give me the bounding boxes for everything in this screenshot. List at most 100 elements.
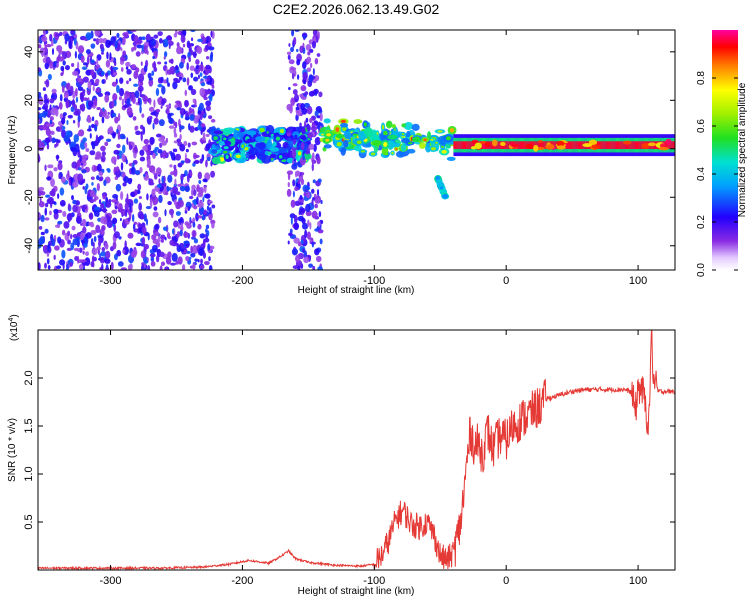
heatmap-cell: [89, 198, 95, 204]
snr-series: [38, 330, 675, 570]
heatmap-cell: [102, 194, 106, 200]
heatmap-cell: [158, 251, 165, 258]
heatmap-cell: [455, 141, 458, 150]
heatmap-cell: [61, 249, 66, 259]
heatmap-cell: [459, 141, 462, 150]
heatmap-cell: [59, 199, 66, 207]
heatmap-cell: [157, 61, 162, 65]
heatmap-cell: [57, 236, 62, 244]
heatmap-cell: [184, 99, 189, 108]
heatmap-cell: [371, 139, 382, 147]
heatmap-cell: [157, 77, 163, 84]
heatmap-cell: [588, 139, 598, 146]
heatmap-cell: [134, 189, 138, 196]
heatmap-cell: [137, 97, 141, 105]
heatmap-cell: [38, 186, 45, 191]
heatmap-cell: [110, 261, 114, 270]
heatmap-cell: [297, 151, 302, 156]
heatmap-cell: [335, 127, 340, 133]
heatmap-cell: [520, 141, 523, 150]
x-tick-label: -300: [100, 275, 122, 287]
heatmap-cell: [135, 51, 141, 57]
heatmap-cell: [156, 183, 162, 188]
heatmap-cell: [272, 141, 277, 147]
heatmap-cell: [210, 118, 216, 123]
heatmap-cell: [181, 264, 186, 270]
heatmap-cell: [111, 81, 117, 87]
heatmap-cell: [538, 140, 543, 144]
y-tick-label: 0.5: [23, 514, 35, 529]
heatmap-cell: [119, 77, 124, 84]
heatmap-cell: [98, 240, 102, 248]
heatmap-cell: [185, 148, 189, 153]
heatmap-cell: [146, 193, 149, 201]
heatmap-cell: [59, 187, 65, 196]
heatmap-cell: [148, 78, 154, 87]
heatmap-cell: [82, 250, 85, 255]
heatmap-cell: [148, 182, 155, 186]
heatmap-cell: [287, 172, 291, 181]
heatmap-cell: [180, 34, 186, 43]
heatmap-cell: [430, 138, 434, 141]
heatmap-cell: [118, 96, 122, 101]
heatmap-cell: [159, 265, 163, 270]
heatmap-cell: [49, 33, 53, 42]
heatmap-cell: [82, 137, 87, 143]
heatmap-cell: [70, 242, 75, 251]
heatmap-cell: [136, 44, 143, 49]
heatmap-cell: [72, 199, 77, 205]
heatmap-cell: [74, 256, 79, 262]
heatmap-cell: [49, 104, 52, 111]
heatmap-cell: [45, 44, 52, 48]
heatmap-cell: [116, 84, 120, 94]
heatmap-cell: [323, 144, 332, 149]
heatmap-cell: [290, 199, 296, 208]
heatmap-cell: [38, 125, 43, 130]
heatmap-cell: [622, 141, 624, 150]
heatmap-cell: [210, 170, 216, 178]
heatmap-cell: [573, 141, 576, 150]
heatmap-cell: [293, 158, 296, 162]
heatmap-cell: [44, 44, 47, 53]
colorbar-gradient: [712, 30, 738, 270]
heatmap-cell: [78, 247, 83, 253]
heatmap-cell: [84, 142, 88, 149]
heatmap-cell: [61, 229, 66, 236]
heatmap-cell: [88, 222, 91, 226]
heatmap-cell: [153, 34, 159, 39]
heatmap-cell: [630, 141, 633, 150]
heatmap-cell: [174, 178, 177, 186]
heatmap-cell: [124, 209, 128, 218]
heatmap-cell: [86, 128, 92, 132]
heatmap-cell: [199, 72, 203, 77]
heatmap-cell: [287, 182, 290, 188]
heatmap-cell: [74, 50, 77, 59]
heatmap-cell: [305, 191, 311, 199]
heatmap-cell: [100, 202, 105, 209]
heatmap-cell: [206, 205, 210, 211]
heatmap-cell: [107, 168, 111, 173]
heatmap-cell: [165, 107, 170, 115]
heatmap-cell: [446, 156, 456, 161]
heatmap-cell: [177, 199, 184, 208]
heatmap-cell: [269, 153, 277, 159]
heatmap-cell: [99, 176, 104, 182]
heatmap-cell: [152, 55, 155, 60]
y-tick-label: 0: [23, 146, 35, 152]
heatmap-cell: [71, 62, 75, 67]
heatmap-cell: [305, 117, 309, 123]
heatmap-cell: [70, 176, 73, 186]
heatmap-cell: [154, 146, 159, 151]
heatmap-cell: [613, 141, 616, 150]
heatmap-cell: [311, 162, 314, 172]
heatmap-cell: [313, 88, 319, 95]
heatmap-cell: [116, 154, 120, 160]
heatmap-cell: [124, 202, 129, 212]
heatmap-cell: [81, 169, 87, 174]
heatmap-cell: [633, 141, 636, 150]
heatmap-cell: [139, 87, 142, 97]
heatmap-cell: [381, 124, 385, 130]
heatmap-cell: [113, 231, 120, 239]
heatmap-cell: [183, 109, 186, 115]
heatmap-cell: [192, 230, 196, 238]
